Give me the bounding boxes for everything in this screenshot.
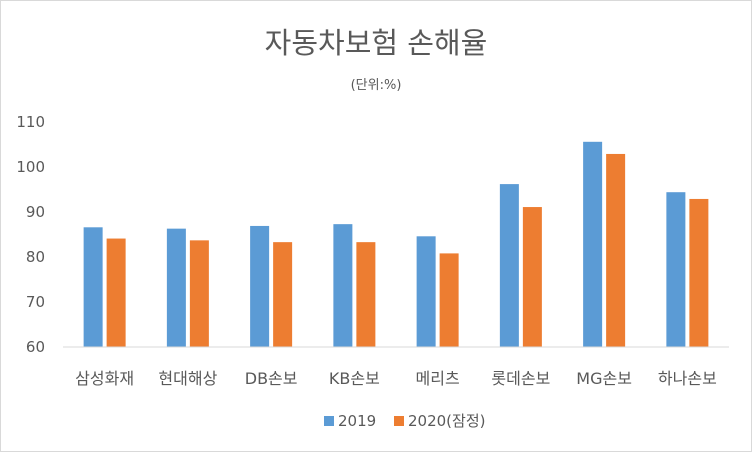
x-category-label: 메리츠 [416, 369, 460, 388]
legend-swatch-2020(잠정) [394, 416, 404, 426]
x-category-label: 롯데손보 [491, 369, 550, 388]
y-tick-label: 90 [26, 203, 45, 221]
bar-2020(잠정)-메리츠 [439, 253, 459, 347]
legend-label: 2019 [338, 412, 376, 430]
y-tick-label: 60 [26, 338, 45, 356]
bar-2020(잠정)-MG손보 [606, 153, 626, 347]
bar-2019-메리츠 [416, 236, 436, 347]
bar-2020(잠정)-KB손보 [356, 242, 376, 347]
bar-2020(잠정)-DB손보 [273, 242, 293, 347]
bar-2020(잠정)-하나손보 [689, 198, 709, 347]
bar-2020(잠정)-롯데손보 [522, 207, 542, 347]
chart-subtitle: (단위:%) [351, 78, 402, 93]
bar-2019-현대해상 [166, 228, 186, 347]
x-category-label: 삼성화재 [75, 369, 134, 388]
bar-2019-하나손보 [666, 192, 686, 347]
bar-2019-롯데손보 [499, 184, 519, 347]
x-category-label: KB손보 [329, 369, 380, 388]
bar-2019-삼성화재 [83, 227, 103, 347]
x-category-label: MG손보 [576, 369, 632, 388]
y-tick-label: 80 [26, 248, 45, 266]
x-category-label: 현대해상 [158, 369, 217, 388]
y-tick-label: 70 [26, 293, 45, 311]
y-tick-label: 110 [16, 113, 45, 131]
bar-2019-MG손보 [583, 141, 603, 347]
chart-title: 자동차보험 손해율 [265, 26, 488, 60]
bar-2020(잠정)-삼성화재 [106, 238, 126, 347]
legend-swatch-2019 [324, 416, 334, 426]
bar-2019-KB손보 [333, 224, 353, 347]
bar-2019-DB손보 [250, 225, 270, 347]
x-category-label: 하나손보 [658, 369, 717, 388]
y-tick-label: 100 [16, 158, 45, 176]
legend-label: 2020(잠정) [408, 412, 485, 430]
bar-2020(잠정)-현대해상 [189, 240, 209, 347]
x-category-label: DB손보 [245, 369, 298, 388]
